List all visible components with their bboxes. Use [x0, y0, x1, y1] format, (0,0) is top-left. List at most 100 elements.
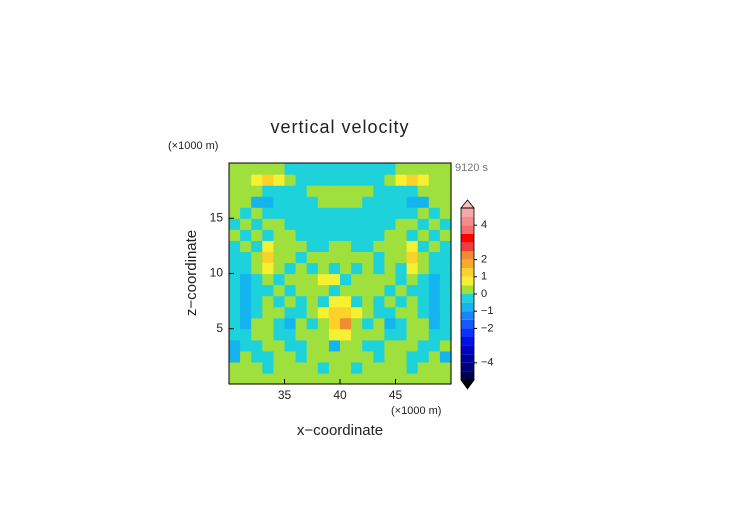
contour-cell: [428, 185, 441, 197]
contour-cell: [351, 372, 363, 385]
contour-cell: [229, 229, 241, 241]
contour-cell: [306, 361, 319, 374]
contour-cell: [384, 185, 397, 197]
contour-cell: [251, 196, 263, 208]
contour-cell: [295, 218, 308, 230]
contour-cell: [317, 350, 330, 363]
contour-cell: [362, 372, 374, 385]
contour-cell: [428, 196, 441, 208]
contour-cell: [428, 361, 441, 374]
contour-cell: [395, 174, 408, 186]
contour-cell: [351, 262, 363, 275]
contour-cell: [373, 262, 385, 275]
contour-cell: [417, 317, 430, 330]
contour-cell: [317, 174, 330, 186]
colorbar-bin: [461, 328, 474, 337]
contour-cell: [328, 317, 341, 330]
contour-cell: [439, 273, 452, 286]
colorbar-bin: [461, 242, 474, 251]
contour-cell: [417, 185, 430, 197]
contour-cell: [439, 207, 452, 219]
contour-cell: [251, 372, 263, 385]
contour-cell: [306, 339, 319, 352]
contour-cell: [406, 317, 419, 330]
contour-cell: [240, 317, 252, 330]
contour-cell: [428, 174, 441, 186]
contour-cell: [373, 240, 385, 252]
contour-cell: [417, 229, 430, 241]
contour-cell: [229, 328, 241, 341]
contour-cell: [406, 174, 419, 186]
contour-cell: [306, 295, 319, 308]
colorbar-bin: [461, 216, 474, 226]
contour-cell: [340, 284, 352, 297]
contour-cell: [306, 218, 319, 230]
contour-cell: [229, 317, 241, 330]
colorbar-bin: [461, 259, 474, 269]
contour-cell: [373, 229, 385, 241]
contour-cell: [362, 229, 374, 241]
contour-cell: [295, 229, 308, 241]
contour-cell: [340, 196, 352, 208]
contour-cell: [284, 174, 297, 186]
contour-cell: [406, 262, 419, 275]
contour-cell: [295, 339, 308, 352]
contour-cell: [229, 262, 241, 275]
contour-cell: [395, 372, 408, 385]
contour-cell: [273, 251, 286, 264]
contour-cell: [284, 339, 297, 352]
contour-cell: [262, 251, 274, 264]
contour-cell: [251, 251, 263, 264]
contour-cell: [229, 339, 241, 352]
contour-cell: [306, 372, 319, 385]
y-tick-label: 5: [216, 321, 223, 335]
contour-cell: [273, 339, 286, 352]
contour-cell: [417, 207, 430, 219]
contour-cell: [328, 284, 341, 297]
contour-cell: [351, 306, 363, 319]
contour-cell: [384, 328, 397, 341]
contour-cell: [295, 174, 308, 186]
contour-cell: [251, 317, 263, 330]
contour-cell: [384, 350, 397, 363]
chart-title: vertical velocity: [270, 117, 409, 137]
colorbar-bin: [461, 371, 474, 380]
contour-cell: [406, 306, 419, 319]
contour-cell: [251, 339, 263, 352]
contour-cell: [284, 350, 297, 363]
contour-cell: [417, 163, 430, 175]
contour-cell: [351, 273, 363, 286]
contour-cell: [262, 273, 274, 286]
contour-cell: [351, 218, 363, 230]
colorbar-bin: [461, 208, 474, 217]
contour-cell: [328, 262, 341, 275]
contour-cell: [417, 174, 430, 186]
contour-cell: [362, 163, 374, 175]
contour-cell: [406, 163, 419, 175]
contour-cell: [417, 350, 430, 363]
contour-cell: [229, 185, 241, 197]
contour-cell: [295, 251, 308, 264]
contour-cell: [428, 163, 441, 175]
contour-cell: [273, 163, 286, 175]
contour-cell: [284, 185, 297, 197]
contour-cell: [395, 273, 408, 286]
contour-cell: [328, 372, 341, 385]
contour-cell: [328, 306, 341, 319]
contour-cell: [306, 240, 319, 252]
contour-cell: [362, 295, 374, 308]
contour-cell: [351, 350, 363, 363]
contour-cell: [406, 240, 419, 252]
contour-cell: [362, 262, 374, 275]
contour-cell: [362, 174, 374, 186]
contour-cell: [439, 328, 452, 341]
contour-cell: [417, 306, 430, 319]
contour-cell: [417, 361, 430, 374]
contour-cell: [340, 317, 352, 330]
contour-cell: [240, 350, 252, 363]
contour-cell: [384, 284, 397, 297]
contour-cell: [351, 251, 363, 264]
contour-cell: [295, 207, 308, 219]
contour-cell: [406, 273, 419, 286]
